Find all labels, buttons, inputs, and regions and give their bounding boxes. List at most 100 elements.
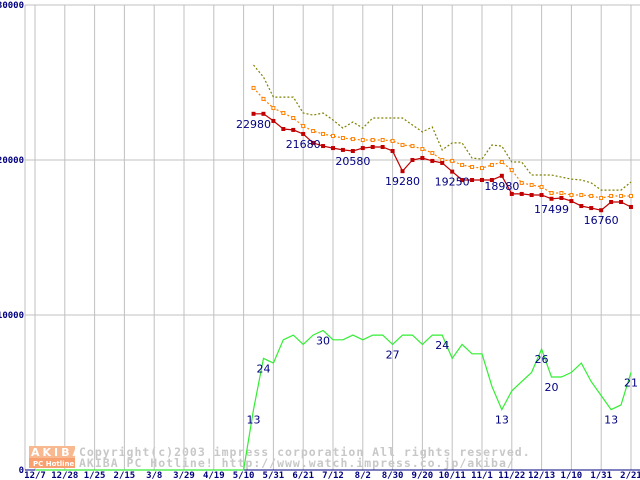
data-point-average — [360, 138, 365, 143]
data-point-min — [569, 199, 574, 204]
data-label-min: 22980 — [236, 118, 271, 131]
data-point-min — [440, 160, 445, 165]
data-point-average — [281, 111, 286, 116]
data-point-min — [489, 177, 494, 182]
x-tick-label: 12/7 — [24, 471, 46, 480]
data-point-average — [519, 180, 524, 185]
series-group — [35, 64, 633, 471]
data-point-average — [311, 129, 316, 134]
x-tick-label: 12/13 — [528, 471, 555, 480]
series-line-max — [253, 64, 632, 191]
data-label-shops: 13 — [247, 414, 261, 427]
data-point-average — [529, 182, 534, 187]
data-label-min: 19280 — [385, 175, 420, 188]
data-point-average — [460, 162, 465, 167]
data-point-min — [340, 147, 345, 152]
data-label-shops: 24 — [435, 339, 449, 352]
data-point-min — [450, 169, 455, 174]
data-point-average — [321, 131, 326, 136]
data-point-min — [509, 191, 514, 196]
data-point-min — [460, 177, 465, 182]
logo-pc-hotline: PC Hotline! — [33, 460, 77, 468]
data-point-average — [549, 191, 554, 196]
x-tick-label: 11/1 — [471, 471, 493, 480]
data-point-average — [628, 193, 633, 198]
data-point-average — [609, 193, 614, 198]
data-label-shops: 27 — [386, 348, 400, 361]
grid — [25, 4, 640, 471]
data-point-min — [330, 146, 335, 151]
data-point-average — [479, 166, 484, 171]
data-point-average — [470, 164, 475, 169]
data-point-min — [619, 200, 624, 205]
data-label-min: 16760 — [584, 214, 619, 227]
data-point-average — [619, 193, 624, 198]
data-point-average — [350, 137, 355, 142]
data-point-average — [599, 195, 604, 200]
data-point-min — [370, 144, 375, 149]
logo-box-top — [29, 446, 75, 458]
data-point-min — [589, 206, 594, 211]
data-point-min — [559, 195, 564, 200]
data-point-average — [261, 96, 266, 101]
data-point-average — [271, 106, 276, 111]
data-point-average — [579, 193, 584, 198]
data-point-min — [271, 118, 276, 123]
data-point-average — [340, 135, 345, 140]
x-tick-label: 10/11 — [439, 471, 466, 480]
data-label-shops: 24 — [256, 362, 270, 375]
data-label-min: 18980 — [484, 180, 519, 193]
data-point-min — [599, 208, 604, 213]
data-point-min — [430, 158, 435, 163]
data-point-average — [499, 160, 504, 165]
x-tick-label: 12/28 — [51, 471, 78, 480]
data-point-min — [400, 169, 405, 174]
x-tick-label: 5/31 — [263, 471, 285, 480]
data-label-shops: 20 — [545, 381, 559, 394]
data-point-average — [450, 158, 455, 163]
x-tick-label: 6/21 — [292, 471, 314, 480]
data-point-min — [301, 131, 306, 136]
data-label-shops: 13 — [495, 414, 509, 427]
data-point-average — [589, 193, 594, 198]
y-tick-label: 30000 — [0, 1, 24, 11]
data-point-average — [400, 142, 405, 147]
logo-box-bottom — [29, 458, 75, 468]
x-tick-label: 9/20 — [412, 471, 434, 480]
data-point-min — [311, 140, 316, 145]
data-point-min — [628, 204, 633, 209]
data-point-average — [509, 168, 514, 173]
data-point-average — [370, 138, 375, 143]
logo-akiba: AKIBA — [31, 446, 84, 459]
data-point-min — [410, 158, 415, 162]
x-tick-label: 3/29 — [173, 471, 195, 480]
data-label-shops: 13 — [604, 414, 618, 427]
data-label-min: 19250 — [435, 176, 470, 189]
data-point-average — [420, 146, 425, 151]
data-point-average — [569, 193, 574, 198]
x-tick-label: 8/30 — [382, 471, 404, 480]
data-point-average — [489, 162, 494, 167]
y-tick-label: 20000 — [0, 156, 24, 166]
data-point-average — [301, 124, 306, 129]
data-point-min — [261, 111, 266, 116]
data-point-average — [539, 184, 544, 189]
data-point-min — [609, 200, 614, 205]
data-point-average — [330, 133, 335, 138]
data-point-min — [479, 177, 484, 182]
site-url-text: AKIBA PC Hotline! http://www.watch.impre… — [79, 456, 515, 470]
data-point-min — [350, 149, 355, 154]
data-point-min — [519, 191, 524, 196]
data-point-average — [430, 151, 435, 156]
data-point-min — [499, 173, 504, 178]
data-point-average — [559, 191, 564, 196]
x-tick-label: 2/21 — [620, 471, 640, 480]
x-tick-label: 11/22 — [498, 471, 525, 480]
x-tick-label: 1/31 — [590, 471, 612, 480]
data-point-min — [539, 193, 544, 198]
data-point-min — [390, 149, 395, 154]
data-point-min — [579, 204, 584, 209]
